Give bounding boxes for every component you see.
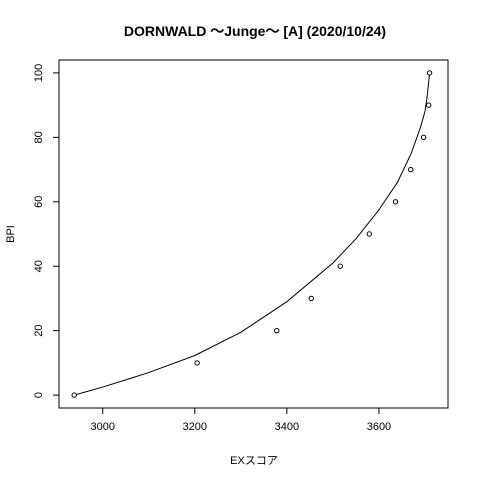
curve-layer <box>74 72 431 396</box>
data-point-5 <box>366 231 372 237</box>
data-point-7 <box>408 166 414 173</box>
chart-title: DORNWALD 〜Junge〜 [A] (2020/10/24) <box>124 23 386 39</box>
x-axis-label: EXスコア <box>230 455 278 467</box>
x-tick-label-0: 3000 <box>90 421 114 433</box>
data-point-4 <box>337 263 343 269</box>
y-axis: 0 20 40 60 80 100 <box>33 64 59 398</box>
x-tick-label-3: 3600 <box>367 421 391 433</box>
y-tick-label-4: 80 <box>33 131 45 143</box>
x-axis: 3000 3200 3400 3600 <box>90 408 391 433</box>
y-tick-label-1: 20 <box>33 325 45 337</box>
data-point-0 <box>71 392 77 398</box>
y-tick-label-3: 60 <box>33 196 45 208</box>
data-point-10 <box>426 70 433 76</box>
y-tick-label-2: 40 <box>33 260 45 272</box>
points-layer <box>71 70 433 398</box>
fit-curve <box>74 72 431 396</box>
x-tick-label-2: 3400 <box>275 421 299 433</box>
y-tick-label-5: 100 <box>33 64 45 82</box>
x-tick-label-1: 3200 <box>183 421 207 433</box>
data-point-8 <box>420 134 427 141</box>
plot-box <box>58 59 449 409</box>
data-point-9 <box>425 102 432 108</box>
y-axis-label: BPI <box>5 225 17 243</box>
data-point-1 <box>194 360 200 366</box>
y-tick-label-0: 0 <box>33 392 45 398</box>
data-point-3 <box>308 295 314 302</box>
data-point-6 <box>392 199 399 205</box>
data-point-2 <box>274 327 280 334</box>
